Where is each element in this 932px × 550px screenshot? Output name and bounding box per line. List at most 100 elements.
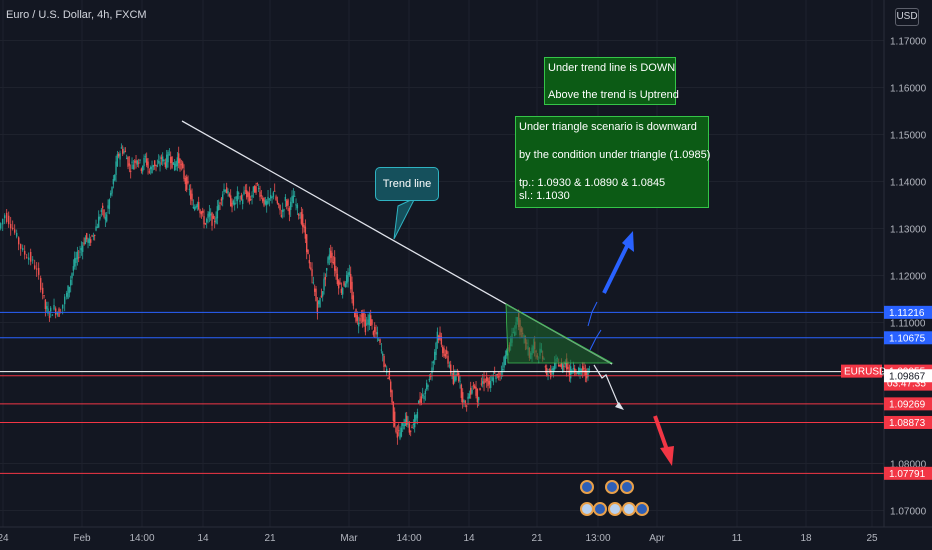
scenario-note[interactable]: Under triangle scenario is downward by t… [515,116,710,208]
candle-body [554,362,556,370]
chart-grid [0,0,884,527]
candle-body [439,332,441,340]
candle-body [419,398,421,403]
candle-body [163,159,165,162]
candle-body [386,368,388,374]
scenario-line-1: Under triangle scenario is downward [519,121,697,133]
candle-body [406,415,408,425]
candle-body [322,291,324,297]
candle-body [271,196,273,198]
candle-body [394,411,396,427]
candle-body [182,162,184,169]
candle-body [332,262,335,264]
triangle-pattern[interactable] [505,303,614,364]
callout-pointer [393,196,417,240]
candle-body [12,227,14,230]
candle-body [247,191,249,197]
x-tick-label: Mar [340,533,358,544]
candle-body [32,259,34,261]
candle-body [170,157,172,164]
candle-body [239,200,241,203]
candle-body [582,366,584,373]
price-axis[interactable]: 1.17000 1.16000 1.15000 1.14000 1.13000 1.120… [883,0,927,527]
candle-body [124,150,127,152]
candle-body [296,204,299,209]
candle-body [287,199,289,206]
candle-body [127,156,129,167]
candle-body [186,176,188,190]
candle-body [324,276,327,280]
candle-body [384,365,387,367]
candle-body [142,166,144,172]
candle-body [47,308,49,314]
candle-body [264,200,267,205]
candle-body [275,196,277,200]
candle-body [38,267,40,275]
candle-body [348,272,351,275]
candle-body [166,154,168,168]
candle-body [418,400,420,404]
candle-body [308,260,311,264]
time-axis[interactable]: 24 Feb 14:00 14 21 Mar 14:00 14 21 13:00 Apr 11 18 25 [0,526,932,544]
candle-body [566,358,568,370]
candle-body [219,202,221,204]
candle-body [167,151,169,163]
candle-body [98,216,100,228]
candle-body [156,165,159,167]
trend-note[interactable]: Under trend line is DOWN Above the trend… [544,57,679,105]
candle-body [158,161,160,163]
candle-body [256,183,259,185]
candle-body [423,396,425,400]
x-tick-label: 21 [264,533,276,544]
candle-body [234,202,236,205]
candle-body [359,317,361,322]
candle-body [575,372,577,375]
candle-body [36,268,38,270]
trend-line-callout[interactable]: Trend line [375,167,439,201]
y-tick-label: 1.08000 [890,460,927,471]
candle-body [258,188,260,190]
candle-body [42,287,44,294]
candle-body [414,414,416,428]
candle-body [134,161,136,163]
x-tick-label: Apr [649,533,665,544]
candle-body [360,315,363,317]
x-tick-label: 14 [463,533,475,544]
candle-body [188,188,191,190]
candle-body [68,286,71,293]
candle-body [130,170,132,172]
big-up-arrow-shaft [602,243,630,294]
candle-body [452,372,455,385]
candle-body [46,306,48,309]
candle-body [211,212,213,226]
candle-body [462,392,464,403]
candle-body [338,280,340,289]
candle-body [174,163,176,171]
candle-body [279,204,281,211]
candle-body [195,206,197,209]
candle-body [179,159,181,170]
candle-body [83,242,85,245]
candle-body [484,381,487,383]
candle-body [364,319,367,333]
candle-body [212,215,215,219]
candle-body [478,397,480,401]
candle-body [496,373,499,377]
candle-body [420,396,423,403]
candle-body [204,223,207,225]
candle-body [443,348,445,357]
candle-body [292,195,295,204]
level-tag [884,415,932,429]
candle-body [107,205,109,209]
candle-body [291,196,293,202]
y-tick-label: 1.16000 [890,84,927,95]
currency-button[interactable]: USD [895,8,919,26]
candle-body [560,363,563,368]
candle-body [283,209,285,211]
candle-body [318,300,320,305]
candle-body [363,312,365,322]
candle-body [78,257,80,259]
candle-body [100,209,103,212]
x-tick-label: 14:00 [129,533,154,544]
